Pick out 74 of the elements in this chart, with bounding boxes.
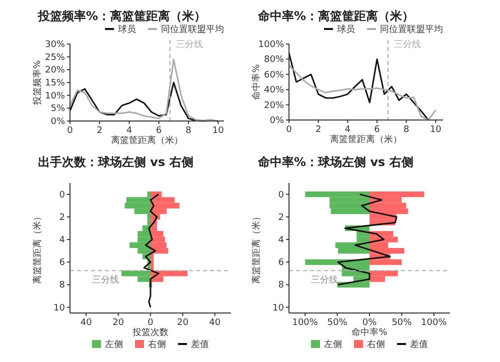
y-tick-label: 10 bbox=[272, 303, 284, 314]
x-tick-label: 50% bbox=[392, 318, 412, 328]
y-tick-label: 0 bbox=[59, 190, 66, 200]
y-tick-label: 100% bbox=[258, 40, 284, 50]
ref-line-label: 三分线 bbox=[176, 39, 203, 50]
y-axis-title: 离篮筐距离（米） bbox=[32, 212, 43, 284]
legend-label: 差值 bbox=[410, 339, 428, 350]
y-axis-title: 投篮频率% bbox=[32, 60, 43, 106]
x-axis-title: 离篮筐距离（米） bbox=[111, 135, 183, 146]
y-tick-label: 60% bbox=[264, 70, 284, 80]
ref-line-label: 三分线 bbox=[92, 274, 119, 286]
y-tick-label: 2 bbox=[278, 212, 284, 223]
x-tick-label: 40 bbox=[80, 318, 92, 328]
y-axis-title: 命中率% bbox=[251, 64, 262, 100]
chart-title: 命中率%：离篮筐距离（米） bbox=[257, 9, 414, 23]
x-tick-label: 0 bbox=[67, 126, 74, 136]
x-tick-label: 8 bbox=[186, 126, 192, 136]
legend-label: 差值 bbox=[191, 339, 209, 350]
y-tick-label: 10 bbox=[54, 303, 66, 314]
legend-label: 左侧 bbox=[324, 339, 342, 350]
y-tick-label: 40% bbox=[264, 86, 284, 96]
y-tick-label: 15% bbox=[44, 78, 66, 88]
x-tick-label: 4 bbox=[344, 125, 351, 135]
legend-label: 同位置联盟平均 bbox=[380, 24, 443, 35]
line-series bbox=[288, 52, 430, 121]
y-tick-label: 0 bbox=[278, 190, 284, 200]
x-tick-label: 2 bbox=[96, 126, 102, 136]
x-tick-label: 100% bbox=[292, 318, 318, 328]
x-tick-label: 6 bbox=[374, 125, 380, 135]
legend-label: 右侧 bbox=[367, 339, 385, 350]
x-tick-label: 0 bbox=[286, 125, 292, 135]
chart-title: 出手次数：球场左侧 vs 右侧 bbox=[38, 155, 194, 169]
x-axis-title: 投篮次数 bbox=[132, 327, 168, 338]
legend-label: 球员 bbox=[337, 24, 355, 35]
legend-label: 球员 bbox=[118, 24, 136, 35]
y-tick-label: 6 bbox=[59, 258, 66, 268]
y-tick-label: 6 bbox=[278, 258, 284, 268]
x-tick-label: 20 bbox=[112, 318, 124, 328]
y-tick-label: 80% bbox=[264, 55, 284, 66]
chart-title: 投篮频率%：离篮筐距离（米） bbox=[37, 9, 206, 23]
y-tick-label: 0% bbox=[270, 116, 284, 126]
y-tick-label: 0% bbox=[50, 117, 66, 127]
chart-title: 命中率%：球场左侧 vs 右侧 bbox=[257, 155, 414, 169]
x-tick-label: 10 bbox=[212, 126, 224, 136]
x-tick-label: 50% bbox=[327, 318, 348, 328]
y-tick-label: 4 bbox=[59, 236, 66, 246]
x-tick-label: 4 bbox=[126, 126, 132, 136]
x-tick-label: 10 bbox=[430, 125, 442, 135]
y-tick-label: 20% bbox=[44, 66, 66, 76]
x-axis-title: 命中率% bbox=[352, 327, 388, 338]
ref-line-label: 三分线 bbox=[311, 274, 338, 286]
x-tick-label: 6 bbox=[156, 126, 162, 136]
x-tick-label: 0 bbox=[148, 318, 154, 328]
x-tick-label: 100% bbox=[421, 318, 448, 328]
x-tick-label: 40 bbox=[209, 318, 221, 328]
y-tick-label: 25% bbox=[44, 52, 66, 63]
y-tick-label: 10% bbox=[44, 91, 66, 102]
legend-label: 左侧 bbox=[105, 339, 123, 350]
y-tick-label: 20% bbox=[264, 100, 284, 111]
y-tick-label: 5% bbox=[50, 104, 66, 114]
y-tick-label: 4 bbox=[278, 236, 284, 246]
x-tick-label: 20 bbox=[176, 318, 189, 328]
x-tick-label: 0% bbox=[362, 318, 378, 328]
y-tick-label: 8 bbox=[59, 280, 66, 291]
x-tick-label: 2 bbox=[315, 125, 322, 135]
legend-label: 同位置联盟平均 bbox=[161, 24, 224, 35]
ref-line-label: 三分线 bbox=[394, 39, 421, 50]
x-axis-title: 离篮筐距离（米） bbox=[330, 134, 402, 145]
y-axis-title: 离篮筐距离（米） bbox=[251, 212, 262, 284]
legend-label: 右侧 bbox=[148, 339, 166, 350]
y-tick-label: 8 bbox=[278, 280, 284, 291]
y-tick-label: 30% bbox=[44, 40, 66, 50]
x-tick-label: 8 bbox=[403, 125, 410, 135]
y-tick-label: 2 bbox=[59, 212, 65, 223]
